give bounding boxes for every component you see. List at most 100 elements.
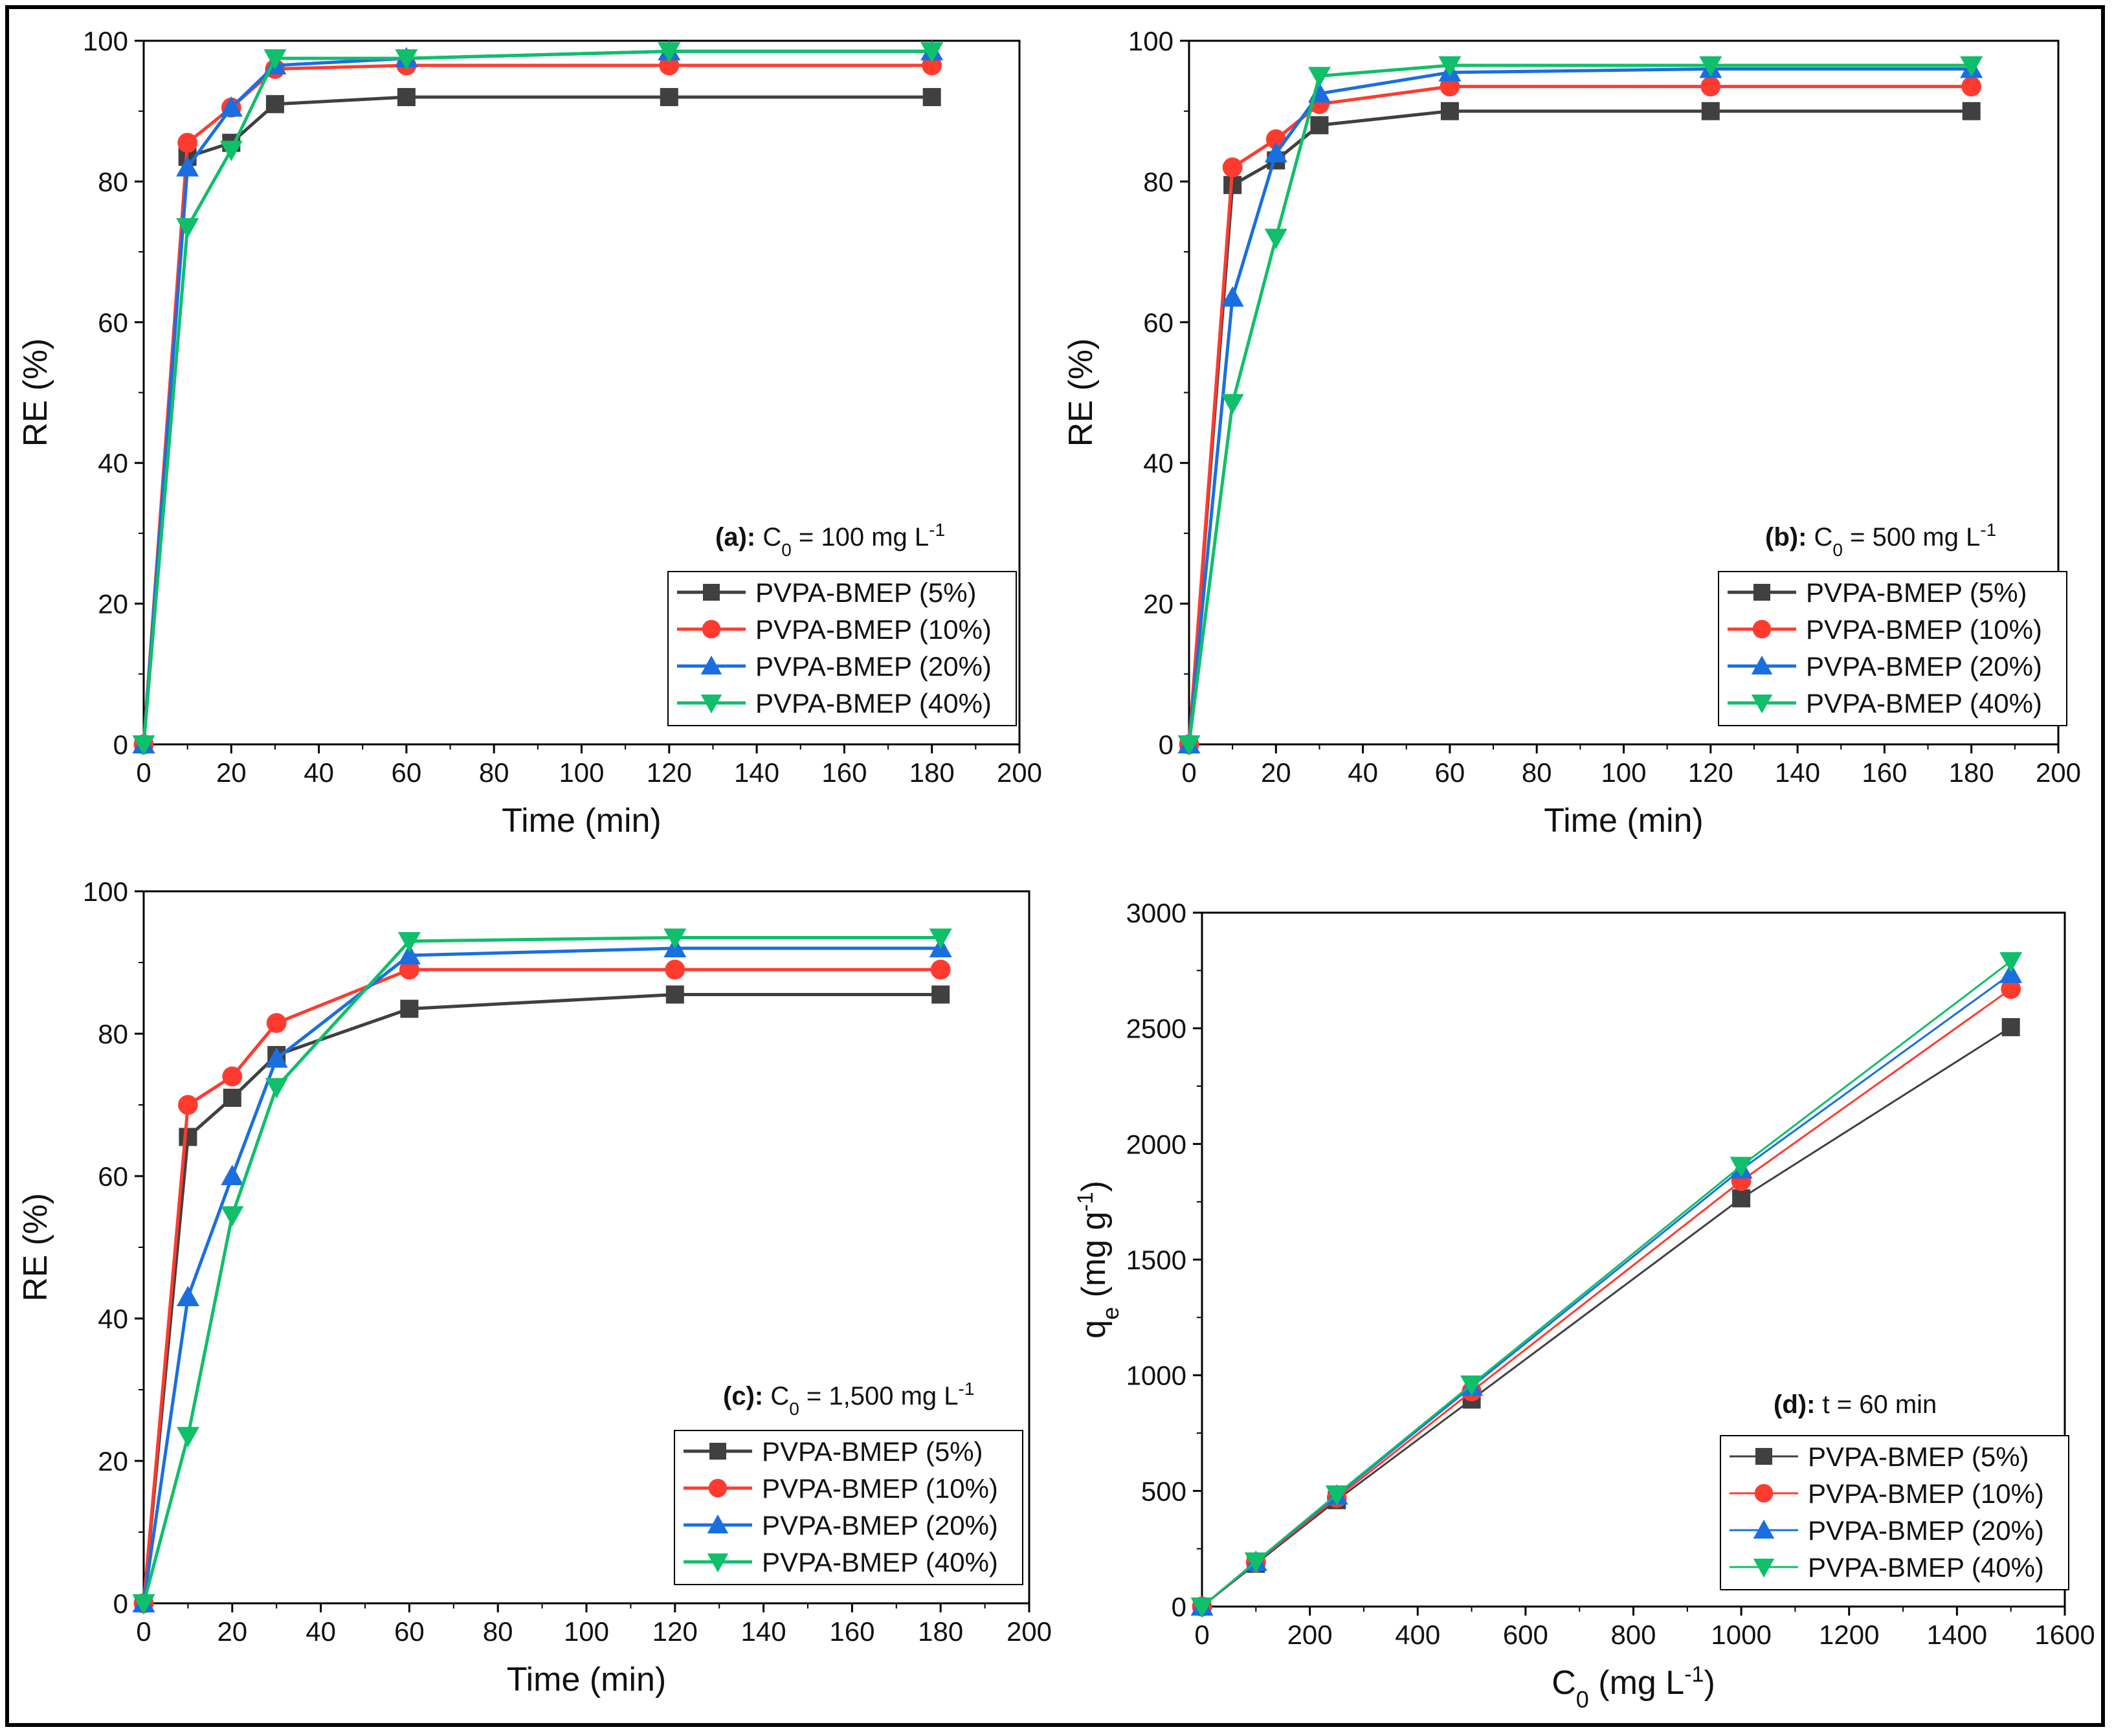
x-tick-label: 1000 [1711,1619,1771,1650]
legend-label: PVPA-BMEP (40%) [755,688,992,718]
y-tick-label: 100 [1128,26,1174,56]
legend: PVPA-BMEP (5%) PVPA-BMEP (10%) PVPA-BMEP (… [667,571,1017,726]
triangle-down-marker [176,218,199,239]
legend-label: PVPA-BMEP (5%) [762,1436,983,1467]
panel-a: 0 20 40 60 80 100 120 140 160 180 200 0 20 40 60 80 100 T… [17,26,1042,840]
x-tick-label: 200 [1287,1619,1333,1650]
triangle-up-marker [176,156,199,177]
square-marker [397,87,416,106]
square-marker [665,985,684,1004]
triangle-down-marker [265,1078,288,1098]
triangle-down-marker [1244,1552,1267,1573]
legend-label: PVPA-BMEP (10%) [1808,1478,2044,1509]
triangle-up-marker [221,1164,244,1185]
circle-marker [1440,76,1460,97]
x-tick-label: 140 [734,757,779,788]
legend-item: PVPA-BMEP (40%) [684,1547,998,1577]
triangle-up-marker [1999,963,2023,983]
square-marker [400,999,419,1018]
circle-marker [177,133,198,153]
triangle-down-marker [1307,67,1331,87]
triangle-up-marker [176,1285,199,1306]
square-marker [660,87,678,106]
triangle-down-marker [707,1553,729,1573]
triangle-down-marker [1460,1375,1484,1396]
y-tick-label: 0 [113,729,128,760]
legend-item: PVPA-BMEP (5%) [677,577,977,608]
x-tick-label: 60 [392,757,422,788]
triangle-up-marker [700,655,722,674]
circle-marker [659,55,680,76]
y-tick-label: 20 [1143,589,1174,619]
legend-item: PVPA-BMEP (5%) [1728,577,2027,608]
legend-label: PVPA-BMEP (20%) [1806,651,2042,682]
y-axis-label: RE (%) [17,1193,54,1302]
x-tick-label: 0 [1194,1619,1209,1650]
y-tick-label: 40 [98,448,128,478]
circle-marker [1700,76,1721,97]
triangle-down-marker [658,42,681,63]
y-tick-label: 80 [98,1019,128,1049]
legend-item: PVPA-BMEP (20%) [684,1510,998,1541]
triangle-down-marker [132,1594,155,1615]
x-tick-label: 140 [1775,757,1820,788]
circle-marker [266,1013,287,1033]
condition-label: (b): C0 = 500 mg L-1 [1765,520,1996,560]
y-axis-label: qe (mg g-1) [1073,1181,1124,1339]
legend-item: PVPA-BMEP (10%) [677,614,992,645]
x-tick-label: 600 [1503,1619,1548,1650]
square-marker [1701,102,1720,120]
triangle-down-marker [1753,1559,1775,1578]
y-tick-label: 100 [83,26,128,56]
y-tick-label: 1000 [1126,1361,1186,1391]
triangle-down-marker [1325,1485,1348,1506]
circle-marker [1222,157,1243,178]
x-tick-label: 800 [1610,1619,1656,1650]
triangle-up-marker [397,944,421,964]
square-marker [1962,102,1981,120]
condition-label: (d): t = 60 min [1774,1390,1937,1419]
legend-box [1718,571,2067,726]
circle-marker [222,1066,243,1087]
triangle-down-marker [1699,56,1722,77]
legend-item: PVPA-BMEP (10%) [1728,614,2042,645]
square-marker [1732,1189,1751,1208]
triangle-down-marker [1221,394,1244,415]
legend-label: PVPA-BMEP (20%) [1808,1515,2044,1546]
legend-item: PVPA-BMEP (40%) [1730,1552,2044,1583]
triangle-down-marker [929,928,952,949]
triangle-down-marker [663,928,687,949]
x-tick-label: 80 [483,1616,513,1647]
square-marker [179,1128,197,1146]
x-tick-label: 100 [559,757,604,788]
series [132,928,952,1615]
legend-item: PVPA-BMEP (40%) [677,688,992,718]
triangle-up-marker [219,96,243,117]
panel-d: 0 200 400 600 800 1000 1200 1400 1600 0 500 1000 150… [1073,898,2095,1713]
y-axis-label: RE (%) [17,339,54,447]
x-tick-label: 120 [652,1616,698,1647]
y-axis-label: RE (%) [1062,339,1100,447]
triangle-down-marker [1177,735,1201,756]
legend-label: PVPA-BMEP (10%) [755,614,992,645]
y-tick-label: 40 [98,1304,128,1334]
x-tick-label: 40 [1348,757,1378,788]
x-tick-label: 20 [217,1616,247,1647]
legend-item: PVPA-BMEP (10%) [1730,1478,2044,1509]
square-marker [2001,1018,2020,1036]
triangle-up-marker [1753,1519,1775,1539]
legend-box [667,571,1017,726]
y-tick-label: 2500 [1126,1014,1186,1044]
square-marker [1753,584,1770,601]
x-axis-label: Time (min) [1544,802,1704,840]
legend-item: PVPA-BMEP (20%) [1730,1515,2044,1546]
y-tick-label: 500 [1141,1476,1186,1506]
y-tick-label: 60 [1143,307,1174,338]
triangle-up-marker [707,1514,729,1533]
legend: PVPA-BMEP (5%) PVPA-BMEP (10%) PVPA-BMEP (… [674,1430,1023,1585]
condition-label: (c): C0 = 1,500 mg L-1 [723,1379,974,1419]
y-tick-label: 80 [1143,166,1174,197]
x-tick-label: 140 [741,1616,786,1647]
circle-marker [178,1095,198,1115]
legend: PVPA-BMEP (5%) PVPA-BMEP (10%) PVPA-BMEP (… [1720,1435,2069,1590]
